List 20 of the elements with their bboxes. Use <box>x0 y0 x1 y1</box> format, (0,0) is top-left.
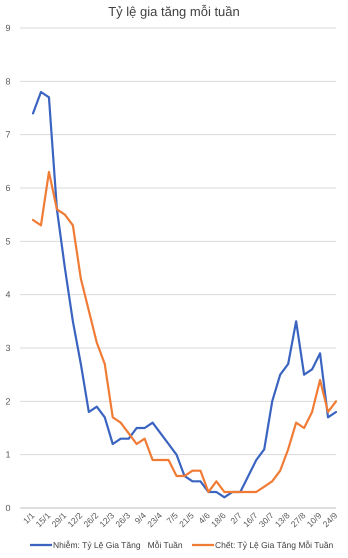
chart-title: Tỷ lệ gia tăng mỗi tuần <box>108 4 240 19</box>
x-tick-label: 4/6 <box>196 510 212 526</box>
x-tick-label: 1/1 <box>20 510 37 526</box>
y-tick-label: 9 <box>5 23 11 33</box>
y-tick-label: 5 <box>5 236 11 246</box>
line-series <box>32 90 338 498</box>
line-series <box>32 170 338 494</box>
y-tick-label: 8 <box>5 76 11 86</box>
y-tick-label: 1 <box>5 450 11 460</box>
x-tick-label: 9/4 <box>132 510 148 526</box>
y-tick-label: 3 <box>5 343 11 353</box>
x-tick-label: 7/5 <box>164 510 180 526</box>
x-tick-label: 2/7 <box>228 510 244 526</box>
y-tick-label: 4 <box>5 290 11 300</box>
y-tick-label: 2 <box>5 396 11 406</box>
y-tick-label: 7 <box>5 130 11 140</box>
legend-label: Chết: Tỷ Lệ Gia Tăng Mỗi Tuần <box>215 540 334 550</box>
y-tick-label: 0 <box>5 503 11 513</box>
y-tick-label: 6 <box>5 183 11 193</box>
legend-label: Nhiễm: Tỷ Lệ Gia Tăng Mỗi Tuần <box>53 540 183 550</box>
